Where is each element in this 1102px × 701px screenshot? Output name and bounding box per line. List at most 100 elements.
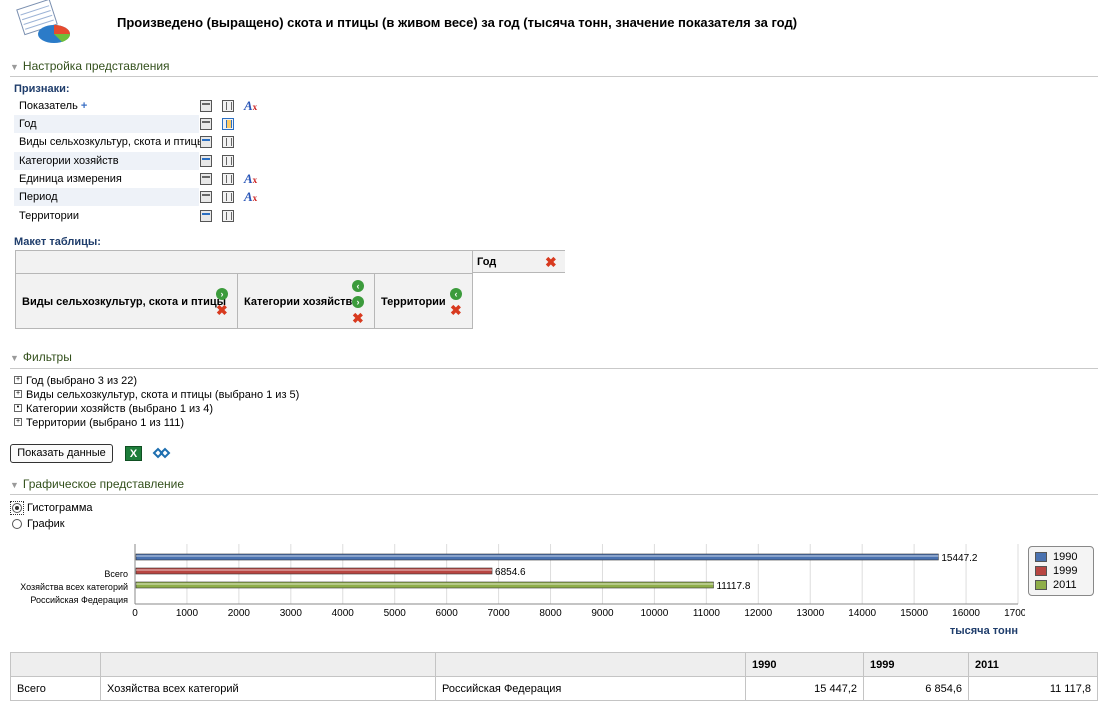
table-header-cell: [435, 652, 746, 677]
to-columns-icon[interactable]: [222, 136, 234, 148]
table-header-cell: 1999: [863, 652, 969, 677]
table-cell: Хозяйства всех категорий: [100, 676, 436, 701]
x-tick-label: 17000: [1004, 608, 1025, 619]
x-tick-label: 1000: [176, 608, 199, 619]
divider: [10, 76, 1098, 77]
remove-icon[interactable]: ✖: [216, 302, 228, 318]
feature-row-territory: Территории: [14, 207, 199, 225]
x-tick-label: 16000: [952, 608, 980, 619]
legend-item: 1999: [1035, 565, 1077, 578]
layout-table: Год ✖ Виды сельхозкультур, скота и птицы…: [15, 250, 565, 329]
chart-x-ticks: 0 1000 2000 3000 4000 5000 6000 7000 8000 9000 100…: [132, 608, 1025, 619]
to-rows-icon[interactable]: [200, 210, 212, 222]
data-area-cell: [472, 273, 565, 329]
filter-label: Категории хозяйств (выбрано 1 из 4): [26, 403, 214, 415]
category-label: Российская Федерация: [30, 595, 128, 605]
to-rows-icon[interactable]: [200, 191, 212, 203]
feature-row-unit: Единица измерения: [14, 170, 199, 188]
x-tick-label: 2000: [228, 608, 251, 619]
to-columns-icon[interactable]: [222, 210, 234, 222]
x-tick-label: 4000: [332, 608, 355, 619]
section-filters-header[interactable]: ▼ Фильтры: [10, 350, 72, 364]
x-tick-label: 9000: [591, 608, 614, 619]
feature-row-indicator: Показатель +: [14, 97, 199, 115]
expand-icon[interactable]: •: [14, 404, 22, 413]
bar-chart: 15447.2 6854.6 11117.8 0 1000 2000 3000 4000 50…: [20, 544, 1025, 637]
to-rows-icon[interactable]: [200, 118, 212, 130]
radio-graph[interactable]: [12, 519, 22, 529]
x-tick-label: 8000: [539, 608, 562, 619]
filter-item-territory[interactable]: + Территории (выбрано 1 из 111): [14, 416, 184, 430]
feature-row-categories: Категории хозяйств: [14, 152, 199, 170]
to-rows-icon[interactable]: [200, 155, 212, 167]
expand-icon[interactable]: +: [14, 418, 22, 427]
to-columns-icon[interactable]: [222, 118, 234, 130]
x-tick-label: 0: [132, 608, 138, 619]
to-columns-icon[interactable]: [222, 191, 234, 203]
row-field-label: Территории: [381, 296, 446, 308]
remove-icon[interactable]: ✖: [450, 302, 462, 318]
table-header-row: 1990 1999 2011: [10, 652, 1098, 677]
divider: [10, 368, 1098, 369]
column-header-label: Год: [477, 256, 497, 268]
bar-2011: [135, 581, 714, 589]
to-columns-icon[interactable]: [222, 100, 234, 112]
remove-icon[interactable]: ✖: [545, 254, 557, 270]
section-settings-header[interactable]: ▼ Настройка представления: [10, 59, 170, 73]
filter-label: Год (выбрано 3 из 22): [26, 375, 138, 387]
show-data-button[interactable]: Показать данные: [10, 444, 113, 463]
category-label: Всего: [104, 569, 128, 579]
data-table: 1990 1999 2011 Всего Хозяйства всех кате…: [10, 652, 1098, 701]
to-rows-icon[interactable]: [200, 173, 212, 185]
expand-icon[interactable]: +: [14, 390, 22, 399]
to-columns-icon[interactable]: [222, 173, 234, 185]
bar-data-label: 11117.8: [716, 581, 750, 592]
link-icon[interactable]: [152, 447, 172, 460]
legend-swatch: [1035, 552, 1047, 563]
legend-label: 1990: [1053, 551, 1078, 563]
move-right-icon[interactable]: ›: [216, 288, 228, 300]
remove-icon[interactable]: ✖: [352, 310, 364, 326]
excel-export-icon[interactable]: X: [125, 446, 142, 461]
page-title: Произведено (выращено) скота и птицы (в …: [117, 15, 798, 30]
filter-font-icon[interactable]: Ax: [244, 98, 258, 113]
feature-row-period: Период: [14, 188, 199, 206]
x-tick-label: 15000: [900, 608, 928, 619]
feature-row-year: Год: [14, 115, 199, 133]
to-rows-icon[interactable]: [200, 136, 212, 148]
filter-item-types[interactable]: + Виды сельхозкультур, скота и птицы (выб…: [14, 388, 299, 402]
column-header-cell: Год ✖: [472, 251, 565, 273]
to-rows-icon[interactable]: [200, 100, 212, 112]
chart-x-label: тысяча тонн: [950, 625, 1018, 637]
move-left-icon[interactable]: ‹: [352, 280, 364, 292]
x-tick-label: 12000: [744, 608, 772, 619]
move-left-icon[interactable]: ‹: [450, 288, 462, 300]
row-field-label: Виды сельхозкультур, скота и птицы: [22, 296, 226, 308]
move-right-icon[interactable]: ›: [352, 296, 364, 308]
feature-label: Показатель: [19, 100, 78, 112]
table-row: Всего Хозяйства всех категорий Российска…: [10, 676, 1098, 701]
radio-histogram[interactable]: [12, 503, 22, 513]
filter-font-icon[interactable]: Ax: [244, 171, 258, 186]
bar-highlight: [136, 583, 714, 585]
x-tick-label: 13000: [796, 608, 824, 619]
x-tick-label: 11000: [693, 608, 721, 619]
legend-item: 1990: [1035, 551, 1077, 564]
chart-category-labels: Всего Хозяйства всех категорий Российская …: [20, 569, 128, 605]
add-icon[interactable]: +: [80, 100, 88, 112]
expand-icon[interactable]: +: [14, 376, 22, 385]
to-columns-icon[interactable]: [222, 155, 234, 167]
filter-font-icon[interactable]: Ax: [244, 189, 258, 204]
layout-heading: Макет таблицы:: [14, 236, 101, 248]
table-header-cell: 2011: [968, 652, 1098, 677]
chart-bars: 15447.2 6854.6 11117.8: [135, 553, 978, 592]
divider: [10, 494, 1098, 495]
feature-row-types: Виды сельхозкультур, скота и птицы: [14, 133, 205, 151]
x-tick-label: 3000: [280, 608, 303, 619]
section-settings-title: Настройка представления: [22, 59, 170, 73]
feature-label: Период: [19, 191, 58, 203]
section-graphic-header[interactable]: ▼ Графическое представление: [10, 477, 184, 491]
filter-item-year[interactable]: + Год (выбрано 3 из 22): [14, 374, 137, 388]
bar-data-label: 6854.6: [495, 567, 526, 578]
filter-item-categories[interactable]: • Категории хозяйств (выбрано 1 из 4): [14, 402, 213, 416]
